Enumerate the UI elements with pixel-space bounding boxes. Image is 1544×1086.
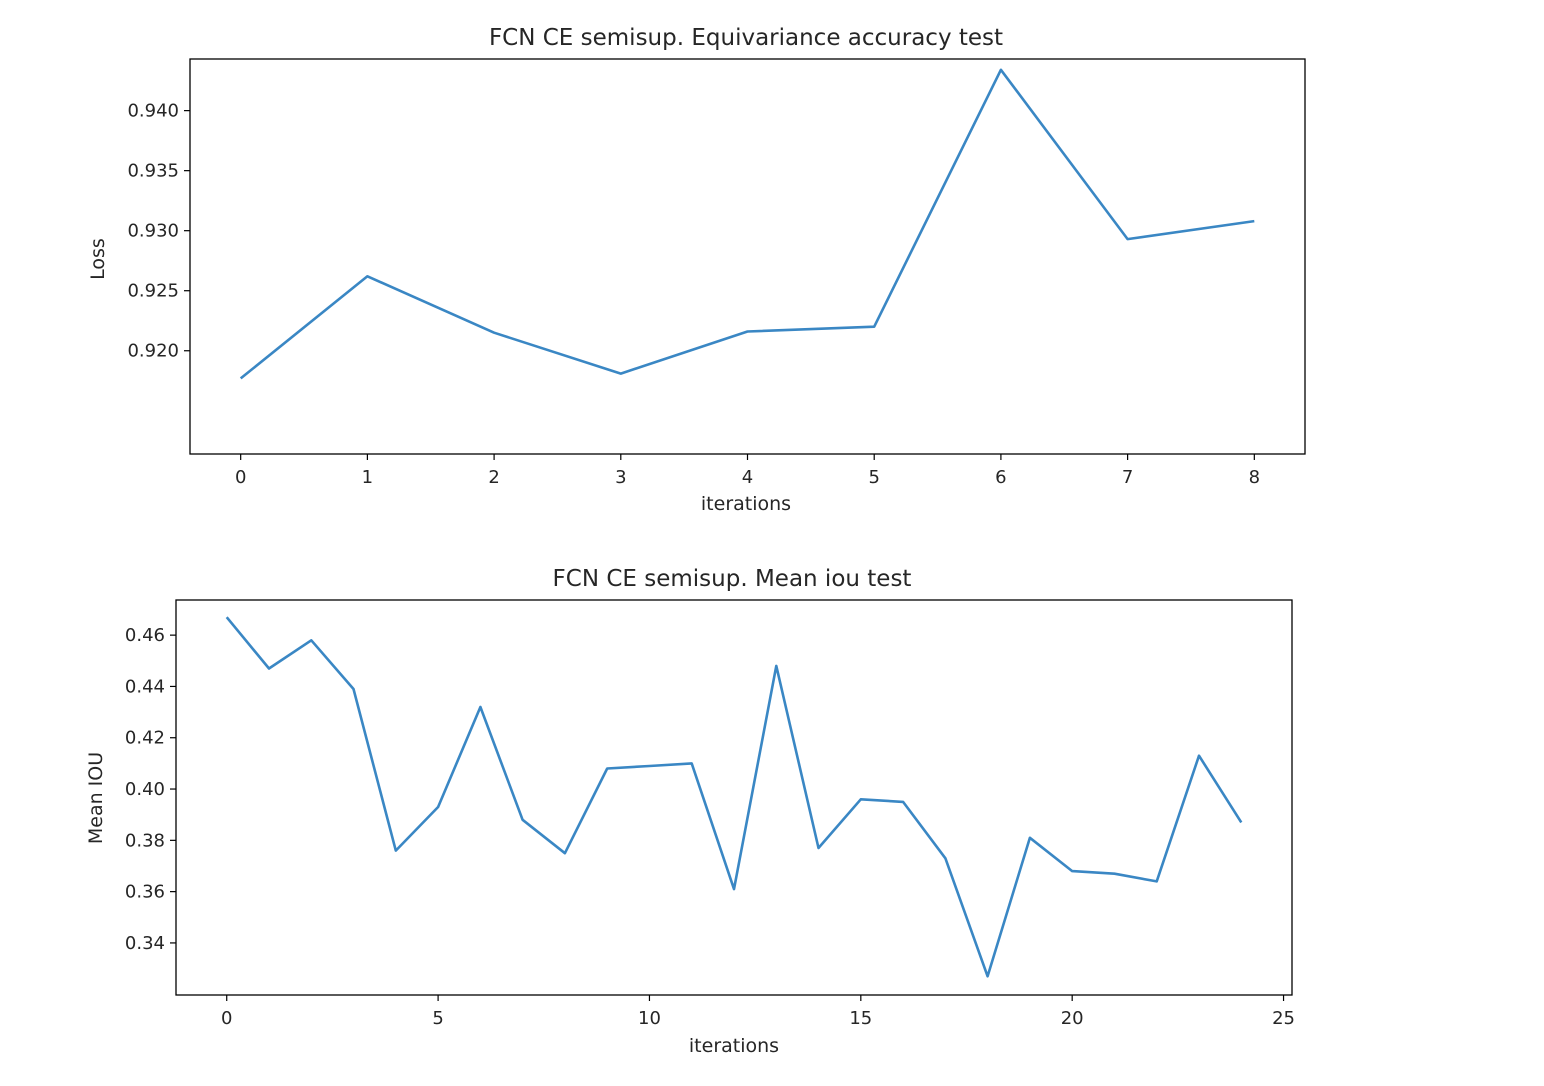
chart-1-marks: 0 1 2 3 4 5 6 7 8 0.920 0.925 0.930 0.935 0.940 (127, 101, 1260, 488)
chart-1-y-tick-label: 0.925 (127, 281, 179, 302)
chart-2-plot-frame (175, 599, 1293, 996)
chart-1-x-tick-label: 7 (1122, 467, 1133, 488)
chart-2-y-tick-label: 0.34 (125, 933, 165, 954)
chart-1-x-tick-label: 4 (742, 467, 753, 488)
chart-2-x-tick-label: 0 (221, 1008, 232, 1029)
chart-1-x-axis-label: iterations (701, 493, 791, 515)
chart-1-x-tick-label: 1 (362, 467, 373, 488)
chart-2-y-tick-label: 0.40 (125, 779, 165, 800)
chart-1-y-tick-label: 0.930 (127, 221, 179, 242)
chart-2-marks: 0 5 10 15 20 25 0.34 0.36 0.38 0.40 0.42 0.44 0.46 (125, 625, 1295, 1029)
chart-1-x-tick-label: 6 (995, 467, 1006, 488)
chart-1-y-tick-label: 0.940 (127, 101, 179, 122)
chart-2-y-tick-label: 0.38 (125, 830, 165, 851)
chart-1-plot-frame (189, 58, 1306, 455)
chart-2-series-line (225, 616, 1243, 978)
chart-2-x-tick-label: 25 (1272, 1008, 1295, 1029)
chart-1-y-tick-label: 0.920 (127, 341, 179, 362)
chart-2-x-tick-label: 5 (432, 1008, 443, 1029)
chart-mean-iou: FCN CE semisup. Mean iou test 0 5 10 15 20 25… (85, 566, 1295, 1057)
chart-2-x-tick-label: 15 (849, 1008, 872, 1029)
chart-2-y-tick-label: 0.46 (125, 625, 165, 646)
chart-1-y-axis-label: Loss (87, 238, 109, 280)
chart-1-y-tick-label: 0.935 (127, 161, 179, 182)
chart-2-x-axis-label: iterations (689, 1035, 779, 1057)
chart-2-x-tick-label: 10 (638, 1008, 661, 1029)
chart-2-x-tick-label: 20 (1061, 1008, 1084, 1029)
chart-1-x-tick-label: 5 (868, 467, 879, 488)
chart-1-x-tick-label: 2 (488, 467, 499, 488)
chart-1-x-tick-label: 8 (1249, 467, 1260, 488)
chart-2-y-tick-label: 0.42 (125, 728, 165, 749)
chart-1-x-tick-label: 0 (235, 467, 246, 488)
chart-equivariance-accuracy: FCN CE semisup. Equivariance accuracy te… (87, 25, 1306, 515)
chart-2-title: FCN CE semisup. Mean iou test (553, 566, 912, 592)
chart-2-y-axis-label: Mean IOU (85, 752, 107, 844)
chart-1-title: FCN CE semisup. Equivariance accuracy te… (489, 25, 1003, 51)
chart-2-y-tick-label: 0.36 (125, 882, 165, 903)
chart-1-series-line (239, 68, 1255, 380)
chart-1-x-tick-label: 3 (615, 467, 626, 488)
chart-2-y-tick-label: 0.44 (125, 676, 165, 697)
